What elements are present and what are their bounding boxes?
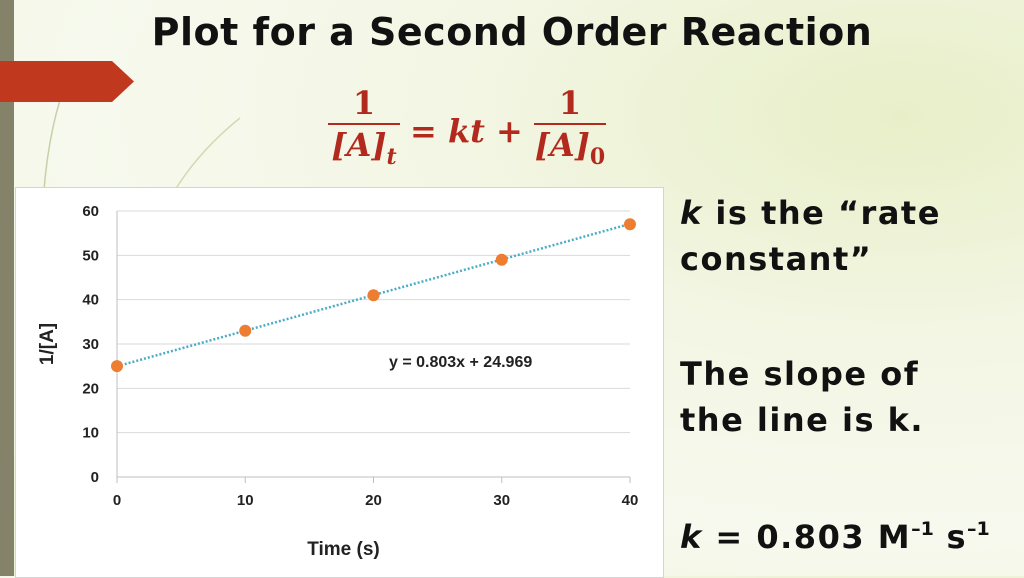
y-tick-label: 30 (82, 336, 99, 353)
x-tick-label: 0 (113, 492, 121, 509)
data-point (495, 253, 508, 266)
data-point (624, 218, 636, 231)
data-point (367, 289, 380, 302)
trendline (116, 222, 631, 368)
slope-note: The slope of the line is k. (680, 355, 925, 439)
y-tick-label: 0 (91, 469, 99, 486)
y-tick-label: 60 (82, 203, 99, 220)
lhs-numerator: 1 (352, 84, 376, 122)
y-tick-label: 40 (82, 292, 99, 309)
lhs-fraction: 1 [A]t (328, 86, 400, 175)
equation-middle: = kt + (410, 112, 523, 150)
data-point (239, 324, 252, 337)
x-axis-title: Time (s) (307, 539, 380, 560)
y-tick-label: 10 (82, 425, 99, 442)
decorative-lines (43, 99, 241, 191)
trendline-equation-label: y = 0.803x + 24.969 (389, 354, 532, 371)
accent-arrow-shape (0, 61, 134, 102)
lhs-denominator: [A]t (331, 126, 397, 170)
x-tick-label: 20 (365, 492, 382, 509)
x-tick-label: 30 (493, 492, 510, 509)
chart-container: 0 10 20 30 40 50 60 0 10 20 30 40 y = 0.803x + 24.96… (15, 187, 664, 578)
x-tick-label: 40 (622, 492, 639, 509)
y-tick-label: 20 (82, 380, 99, 397)
rate-equation: 1 [A]t = kt + 1 [A]0 (328, 86, 618, 186)
rhs-fraction: 1 [A]0 (534, 86, 606, 175)
slide-title: Plot for a Second Order Reaction (151, 10, 873, 54)
data-point (111, 360, 123, 373)
y-tick-label: 50 (82, 247, 99, 264)
k-value-note: k = 0.803 M–1 s–1 (680, 518, 990, 556)
rhs-denominator: [A]0 (534, 126, 606, 170)
x-tick-label: 10 (237, 492, 254, 509)
y-axis-title: 1/[A] (37, 323, 58, 365)
left-accent-bar (0, 0, 14, 576)
rate-constant-note: k is the “rate constant” (680, 194, 941, 278)
rhs-numerator: 1 (558, 84, 582, 122)
scatter-chart: 0 10 20 30 40 50 60 0 10 20 30 40 y = 0.803x + 24.96… (37, 203, 639, 560)
